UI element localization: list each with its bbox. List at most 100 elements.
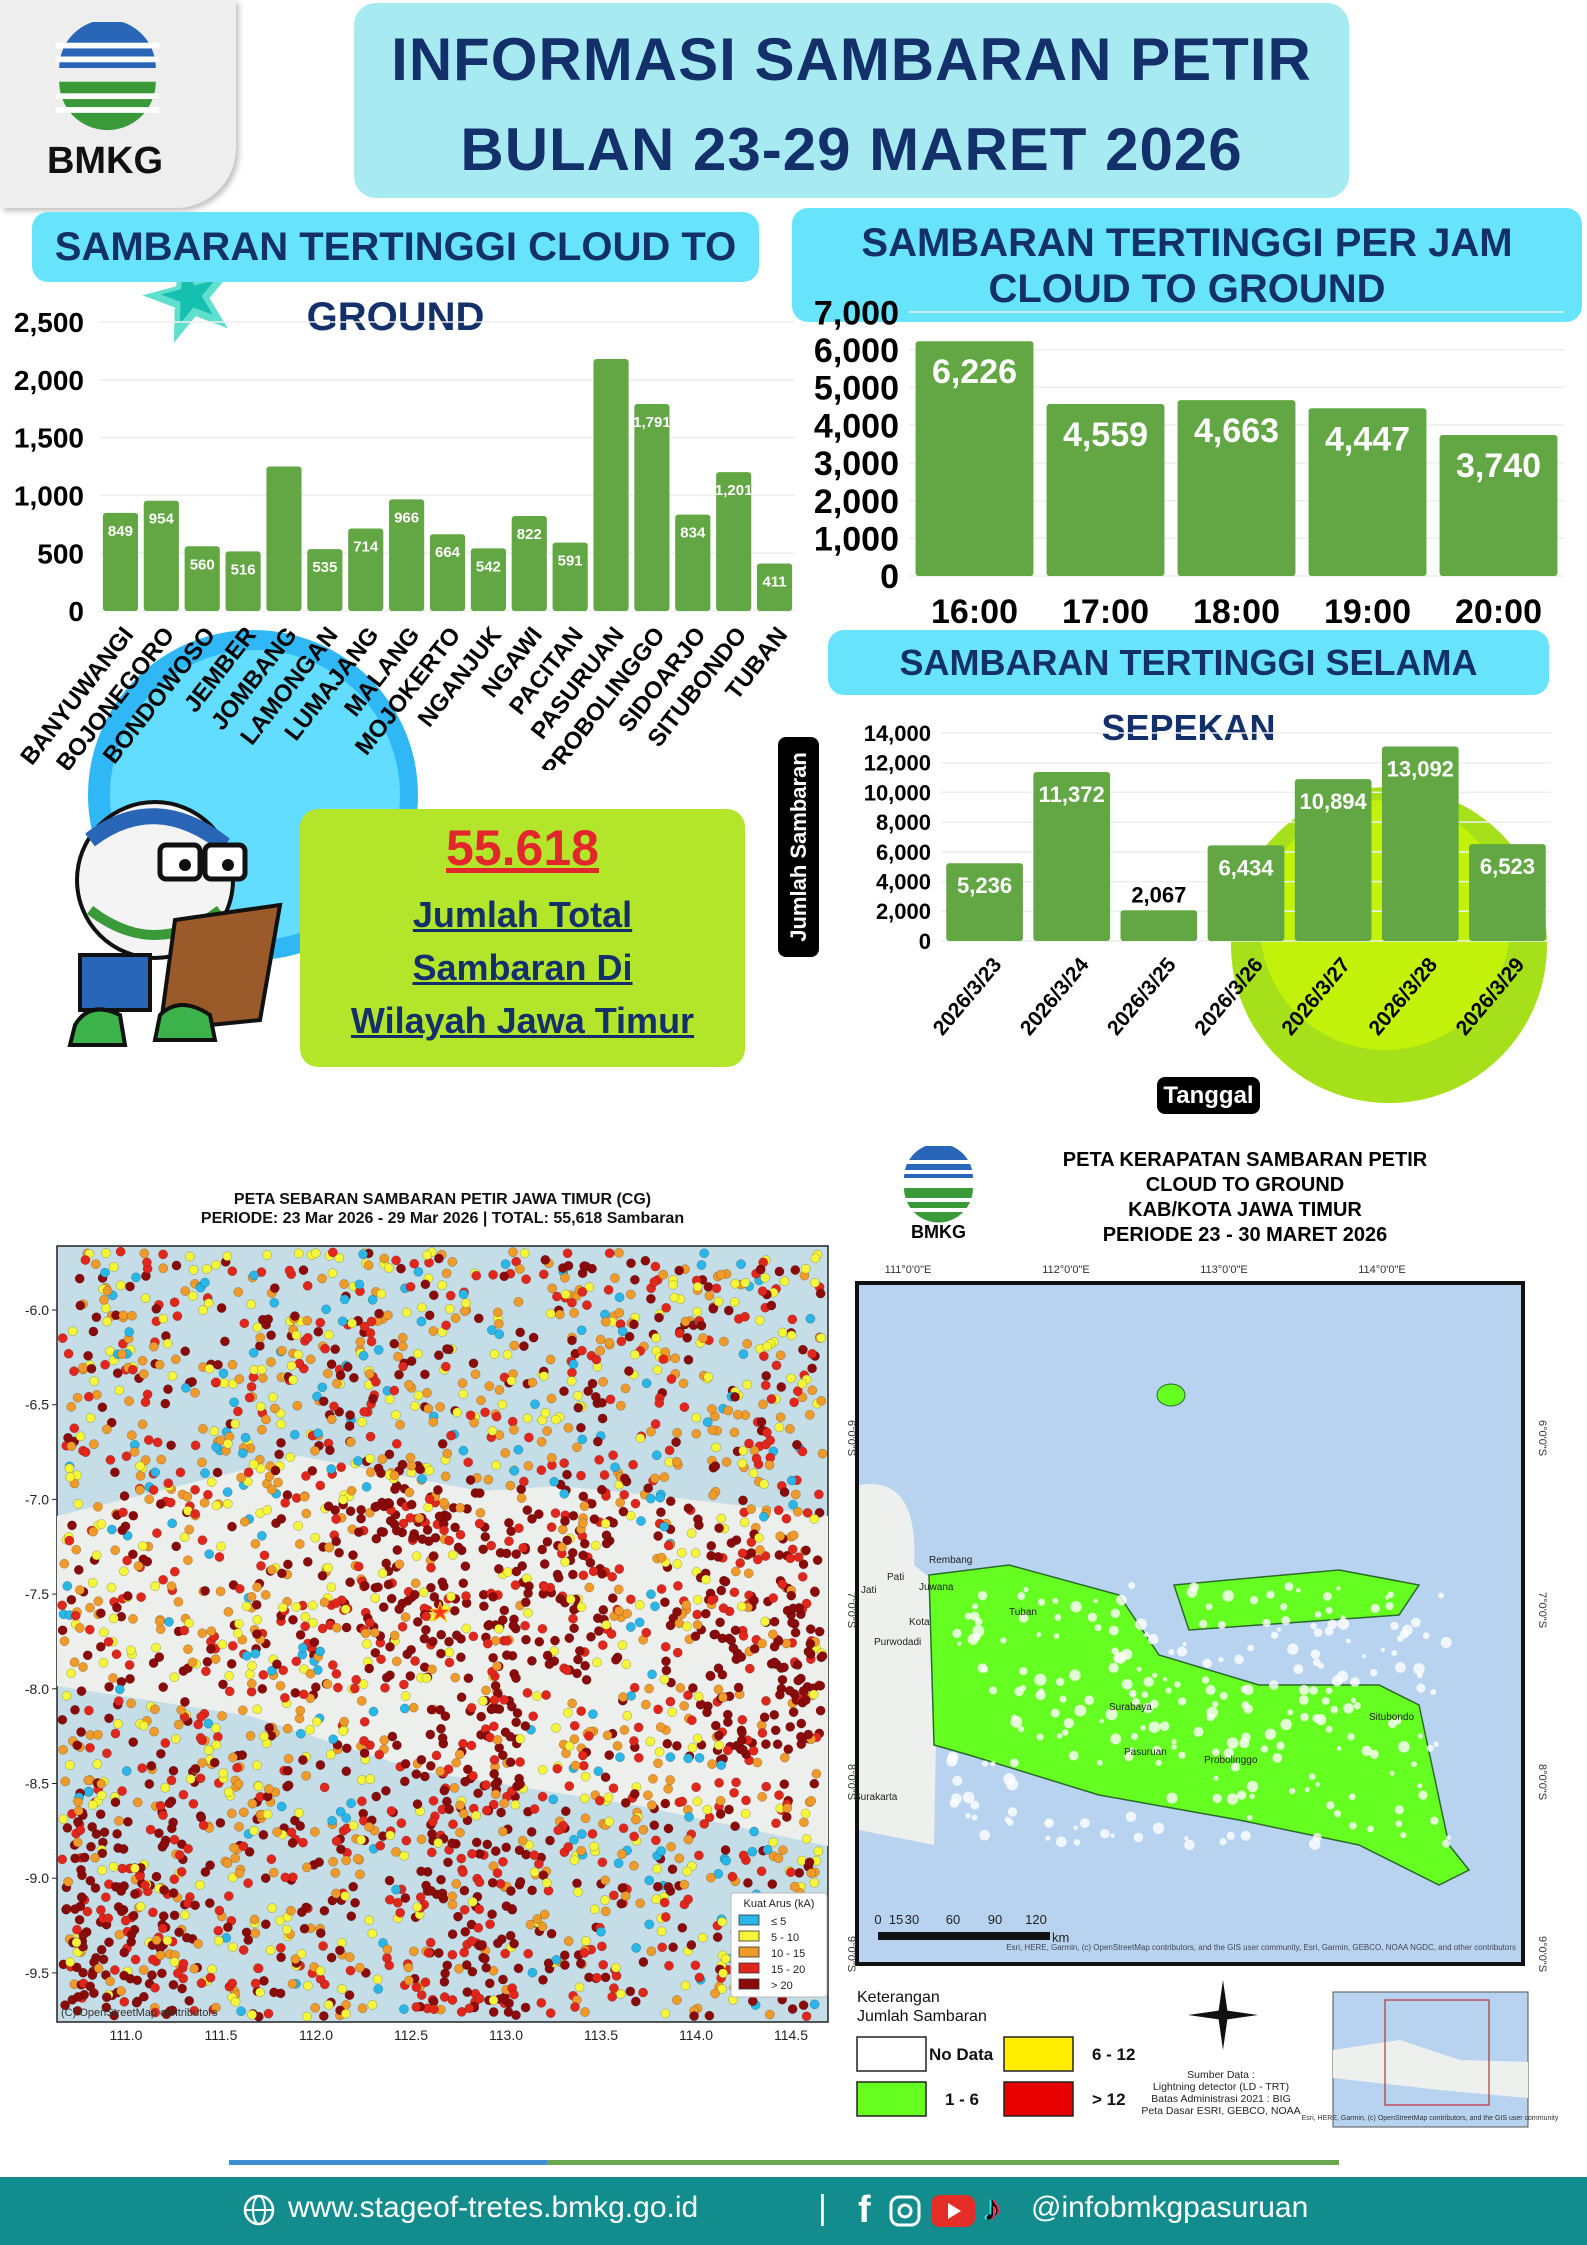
strike-point <box>283 1765 293 1776</box>
instagram-icon[interactable] <box>888 2194 922 2228</box>
strike-point <box>323 1999 334 2010</box>
x-tick-label: 2026/3/24 <box>1016 953 1094 1040</box>
strike-point <box>649 1820 660 1831</box>
strike-point <box>377 1454 388 1464</box>
strike-point <box>742 1379 753 1390</box>
no-data-patch <box>1239 1737 1250 1749</box>
strike-point <box>660 1912 671 1922</box>
bar-NGANJUK <box>470 548 506 611</box>
strike-point <box>523 1588 533 1599</box>
strike-point <box>351 1674 362 1685</box>
strike-point <box>434 1511 445 1522</box>
strike-point <box>625 1289 636 1300</box>
tiktok-icon[interactable]: ♪ <box>983 2187 1001 2228</box>
strike-point <box>774 1790 784 1800</box>
strike-point <box>250 1648 261 1659</box>
strike-point <box>440 1968 450 1979</box>
bar-2026/3/25 <box>1120 910 1198 941</box>
no-data-patch <box>962 1791 975 1804</box>
strike-point <box>785 1424 795 1434</box>
strike-point <box>179 1532 190 1543</box>
strike-point <box>756 1866 767 1877</box>
strike-point <box>615 1400 626 1411</box>
strike-point <box>406 1499 417 1510</box>
strike-point <box>135 1901 146 1912</box>
strike-point <box>727 1871 738 1882</box>
no-data-patch <box>1073 1825 1078 1831</box>
website-link[interactable]: www.stageof-tretes.bmkg.go.id <box>288 2191 699 2224</box>
strike-point <box>444 1304 455 1314</box>
strike-point <box>237 1750 248 1760</box>
social-handle[interactable]: @infobmkgpasuruan <box>1031 2191 1309 2224</box>
strike-point <box>179 1625 190 1636</box>
strike-point <box>203 1745 214 1755</box>
no-data-patch <box>1337 1618 1350 1630</box>
strike-point <box>587 1829 598 1839</box>
strike-point <box>400 1759 411 1769</box>
strike-point <box>63 1348 74 1359</box>
strike-point <box>657 1942 668 1953</box>
strike-point <box>238 1807 249 1818</box>
strike-point <box>694 1520 704 1530</box>
no-data-patch <box>989 1686 998 1695</box>
right-map-title-line: PETA KERAPATAN SAMBARAN PETIR <box>1062 1149 1428 1171</box>
no-data-patch <box>1193 1726 1204 1737</box>
no-data-patch <box>1315 1782 1321 1787</box>
chart3-title-pill: SAMBARAN TERTINGGI SELAMA SEPEKAN <box>828 630 1549 748</box>
strike-point <box>106 1417 117 1428</box>
strike-point <box>331 1669 342 1679</box>
strike-point <box>349 1372 359 1383</box>
strike-point <box>458 1578 469 1589</box>
strike-point <box>425 1761 436 1771</box>
strike-point <box>167 1371 178 1381</box>
strike-point <box>144 1494 155 1505</box>
strike-point <box>622 1710 633 1721</box>
strike-point <box>450 1522 460 1533</box>
strike-point <box>638 1987 648 1998</box>
strike-point <box>138 1369 149 1379</box>
strike-point <box>726 1635 737 1646</box>
strike-point <box>488 1799 499 1810</box>
strike-point <box>418 1587 429 1598</box>
youtube-icon[interactable] <box>930 2194 976 2228</box>
facebook-icon[interactable]: f <box>858 2189 871 2231</box>
strike-point <box>257 1530 267 1541</box>
strike-point <box>364 1618 375 1628</box>
strike-point <box>204 1363 215 1374</box>
strike-point <box>266 1330 276 1341</box>
strike-point <box>71 1962 82 1973</box>
no-data-patch <box>1413 1663 1425 1675</box>
strike-point <box>291 1656 302 1667</box>
strike-point <box>132 1797 143 1808</box>
strike-point <box>300 1612 311 1622</box>
strike-point <box>601 1619 612 1630</box>
strike-point <box>93 1963 104 1974</box>
strike-point <box>523 1948 534 1959</box>
strike-point <box>671 1437 681 1447</box>
strike-point <box>174 1850 185 1860</box>
strike-point <box>515 1876 526 1887</box>
strike-point <box>374 1749 385 1760</box>
no-data-patch <box>1369 1749 1379 1759</box>
legend-label: 15 - 20 <box>771 1964 805 1976</box>
strike-point <box>737 1727 747 1738</box>
strike-point <box>334 1547 344 1558</box>
strike-point <box>810 1587 820 1597</box>
legend-swatch <box>1003 2036 1074 2072</box>
strike-point <box>672 1647 683 1658</box>
no-data-patch <box>1276 1627 1282 1632</box>
strike-point <box>300 1621 310 1632</box>
strike-point <box>152 1437 163 1448</box>
strike-point <box>489 1755 500 1765</box>
strike-point <box>664 1445 675 1456</box>
strike-point <box>88 1526 99 1537</box>
no-data-patch <box>1053 1633 1060 1639</box>
strike-point <box>501 1842 512 1853</box>
strike-point <box>289 1429 300 1440</box>
strike-point <box>456 1692 467 1703</box>
strike-point <box>84 1705 94 1716</box>
strike-point <box>69 1366 79 1377</box>
no-data-patch <box>1141 1691 1149 1698</box>
x-tick-label: 2026/3/29 <box>1452 953 1530 1039</box>
strike-point <box>193 1938 203 1949</box>
